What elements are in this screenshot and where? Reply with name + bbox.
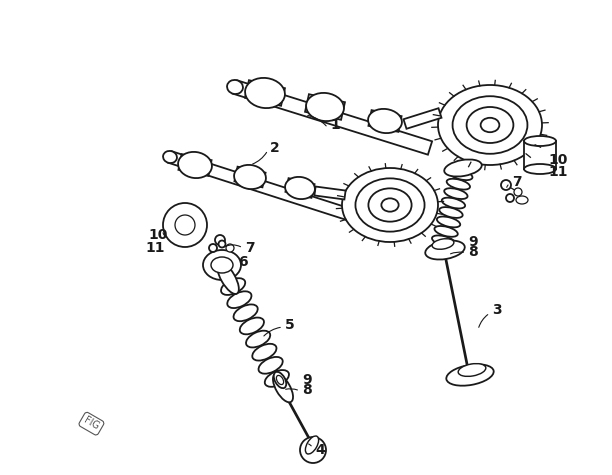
Circle shape <box>175 215 195 235</box>
Circle shape <box>218 240 225 247</box>
Bar <box>305 94 345 120</box>
Ellipse shape <box>234 304 258 321</box>
Ellipse shape <box>277 375 283 385</box>
Ellipse shape <box>447 179 470 190</box>
Bar <box>233 80 432 155</box>
Ellipse shape <box>258 357 283 374</box>
Ellipse shape <box>234 165 266 189</box>
Text: 10: 10 <box>148 228 167 242</box>
Ellipse shape <box>368 109 402 133</box>
Ellipse shape <box>246 331 271 347</box>
Bar <box>285 178 315 198</box>
Ellipse shape <box>265 370 289 387</box>
Text: 9: 9 <box>302 373 312 387</box>
Circle shape <box>506 194 514 202</box>
Ellipse shape <box>178 152 212 178</box>
Text: 6: 6 <box>238 255 248 269</box>
Ellipse shape <box>480 118 499 132</box>
Ellipse shape <box>240 318 264 334</box>
Ellipse shape <box>203 250 241 280</box>
Text: 11: 11 <box>145 241 165 255</box>
Ellipse shape <box>227 291 252 308</box>
Text: 1: 1 <box>330 118 340 132</box>
Ellipse shape <box>306 93 344 121</box>
Text: 7: 7 <box>245 241 255 255</box>
Ellipse shape <box>439 207 463 218</box>
Ellipse shape <box>342 168 438 242</box>
Ellipse shape <box>425 240 465 259</box>
Ellipse shape <box>221 278 245 295</box>
Ellipse shape <box>435 226 458 237</box>
Ellipse shape <box>430 245 453 256</box>
Ellipse shape <box>217 262 239 294</box>
Ellipse shape <box>438 85 542 165</box>
Ellipse shape <box>524 136 556 146</box>
Ellipse shape <box>437 217 460 228</box>
Ellipse shape <box>449 169 472 180</box>
Bar <box>168 151 362 224</box>
Ellipse shape <box>458 363 486 376</box>
Bar <box>245 80 285 106</box>
Ellipse shape <box>368 189 412 222</box>
Ellipse shape <box>446 364 494 386</box>
Circle shape <box>514 188 522 196</box>
Ellipse shape <box>285 177 315 199</box>
Circle shape <box>300 437 326 463</box>
Ellipse shape <box>381 199 398 212</box>
Text: 5: 5 <box>285 318 295 332</box>
Text: FIG: FIG <box>82 415 101 432</box>
Ellipse shape <box>305 436 319 454</box>
Circle shape <box>163 203 207 247</box>
Text: 7: 7 <box>512 175 521 189</box>
Circle shape <box>215 235 225 245</box>
Bar <box>234 167 266 187</box>
Ellipse shape <box>444 160 482 177</box>
Text: 8: 8 <box>468 245 478 259</box>
Bar <box>403 108 441 129</box>
Ellipse shape <box>252 344 277 361</box>
Ellipse shape <box>274 372 286 388</box>
Bar <box>179 154 212 176</box>
Circle shape <box>226 244 234 252</box>
Ellipse shape <box>227 80 243 94</box>
Text: 9: 9 <box>468 235 477 249</box>
Ellipse shape <box>432 239 454 249</box>
Ellipse shape <box>442 198 465 209</box>
Circle shape <box>209 244 217 252</box>
Ellipse shape <box>516 196 528 204</box>
Text: 2: 2 <box>270 141 280 155</box>
Ellipse shape <box>432 236 455 246</box>
Text: 4: 4 <box>315 443 325 457</box>
Ellipse shape <box>273 374 293 402</box>
Text: 11: 11 <box>548 165 567 179</box>
Bar <box>524 141 556 169</box>
Bar <box>315 187 346 200</box>
Text: 8: 8 <box>302 383 312 397</box>
Bar <box>368 110 401 132</box>
Ellipse shape <box>245 78 285 108</box>
Ellipse shape <box>466 107 513 143</box>
Text: 3: 3 <box>492 303 502 317</box>
Ellipse shape <box>444 188 468 199</box>
Ellipse shape <box>163 151 177 163</box>
Ellipse shape <box>452 96 528 154</box>
Circle shape <box>501 180 511 190</box>
Ellipse shape <box>211 257 233 273</box>
Ellipse shape <box>356 178 425 232</box>
Ellipse shape <box>524 164 556 174</box>
Text: 10: 10 <box>548 153 567 167</box>
